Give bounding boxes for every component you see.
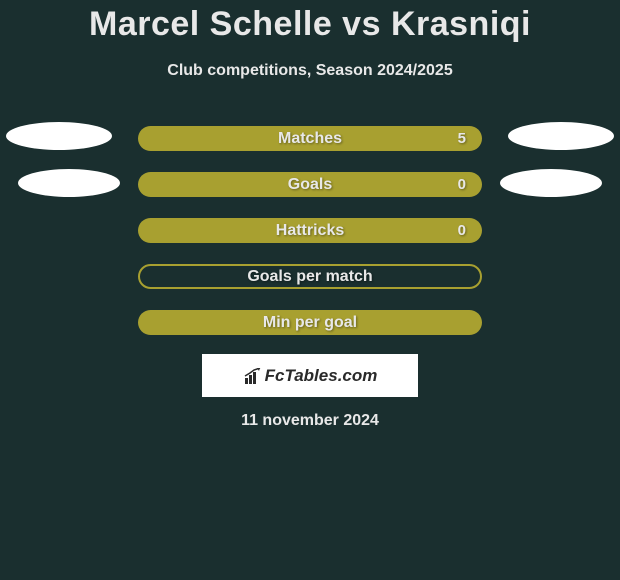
page-title: Marcel Schelle vs Krasniqi	[89, 5, 531, 44]
stat-bar-hattricks: Hattricks 0	[138, 218, 482, 243]
main-container: Marcel Schelle vs Krasniqi Club competit…	[0, 0, 620, 430]
footer-date: 11 november 2024	[241, 412, 379, 430]
stat-label: Goals	[288, 176, 332, 194]
stat-row: Hattricks 0	[0, 214, 620, 247]
stat-bar-min-per-goal: Min per goal	[138, 310, 482, 335]
stat-bar-goals: Goals 0	[138, 172, 482, 197]
comparison-chart: Matches 5 Goals 0 Hattricks 0 Goals per …	[0, 122, 620, 339]
stat-row: Min per goal	[0, 306, 620, 339]
stat-bar-goals-per-match: Goals per match	[138, 264, 482, 289]
stat-label: Goals per match	[247, 268, 372, 286]
stat-label: Hattricks	[276, 222, 344, 240]
stat-row: Matches 5	[0, 122, 620, 155]
logo-label: FcTables.com	[265, 366, 378, 386]
stat-label: Matches	[278, 130, 342, 148]
stat-value: 5	[458, 130, 466, 147]
chart-icon	[243, 368, 263, 384]
stat-label: Min per goal	[263, 314, 357, 332]
stat-row: Goals per match	[0, 260, 620, 293]
stat-value: 0	[458, 176, 466, 193]
page-subtitle: Club competitions, Season 2024/2025	[167, 62, 452, 80]
logo-text: FcTables.com	[243, 366, 378, 386]
stat-bar-matches: Matches 5	[138, 126, 482, 151]
stat-value: 0	[458, 222, 466, 239]
stat-row: Goals 0	[0, 168, 620, 201]
logo-badge[interactable]: FcTables.com	[202, 354, 418, 397]
